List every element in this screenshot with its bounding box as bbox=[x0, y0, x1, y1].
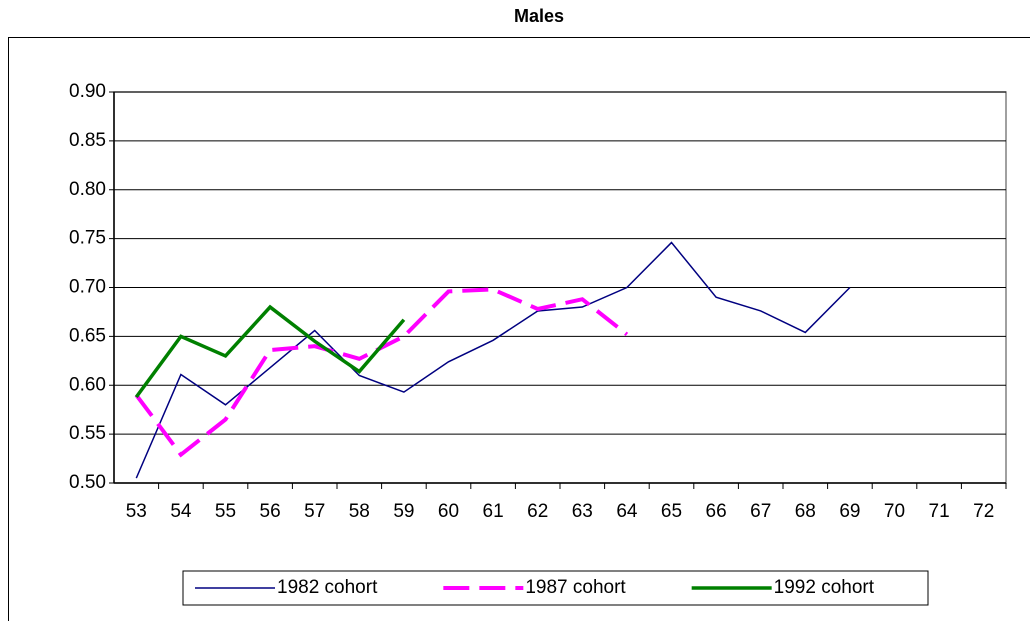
y-tick-label: 0.90 bbox=[69, 81, 106, 102]
x-tick-label: 63 bbox=[572, 501, 593, 522]
legend-box bbox=[182, 570, 929, 606]
legend-label: 1987 cohort bbox=[525, 577, 626, 598]
y-tick-label: 0.50 bbox=[69, 472, 106, 493]
x-tick-label: 66 bbox=[706, 501, 727, 522]
y-tick-label: 0.55 bbox=[69, 423, 106, 444]
y-tick-label: 0.60 bbox=[69, 374, 106, 395]
x-tick-label: 57 bbox=[304, 501, 325, 522]
y-tick-label: 0.80 bbox=[69, 179, 106, 200]
x-tick-label: 53 bbox=[126, 501, 147, 522]
x-tick-label: 61 bbox=[483, 501, 504, 522]
x-tick-label: 58 bbox=[349, 501, 370, 522]
x-tick-label: 69 bbox=[839, 501, 860, 522]
y-tick-label: 0.85 bbox=[69, 130, 106, 151]
chart-title: Males bbox=[514, 6, 564, 26]
y-tick-label: 0.75 bbox=[69, 228, 106, 249]
y-tick-label: 0.65 bbox=[69, 325, 106, 346]
x-tick-label: 54 bbox=[170, 501, 192, 522]
x-tick-label: 55 bbox=[215, 501, 236, 522]
x-tick-label: 59 bbox=[393, 501, 414, 522]
series-line bbox=[134, 304, 406, 399]
x-tick-label: 62 bbox=[527, 501, 548, 522]
x-tick-label: 67 bbox=[750, 501, 771, 522]
x-tick-label: 64 bbox=[616, 501, 638, 522]
chart-border bbox=[8, 37, 1030, 621]
series-line bbox=[135, 241, 851, 479]
x-tick-label: 68 bbox=[795, 501, 816, 522]
x-tick-label: 71 bbox=[929, 501, 950, 522]
legend-label: 1992 cohort bbox=[774, 577, 875, 598]
x-tick-label: 60 bbox=[438, 501, 459, 522]
x-tick-label: 70 bbox=[884, 501, 905, 522]
y-tick-label: 0.70 bbox=[69, 277, 106, 298]
x-tick-label: 65 bbox=[661, 501, 682, 522]
x-tick-label: 72 bbox=[973, 501, 994, 522]
x-tick-label: 56 bbox=[260, 501, 281, 522]
legend-label: 1982 cohort bbox=[277, 577, 378, 598]
